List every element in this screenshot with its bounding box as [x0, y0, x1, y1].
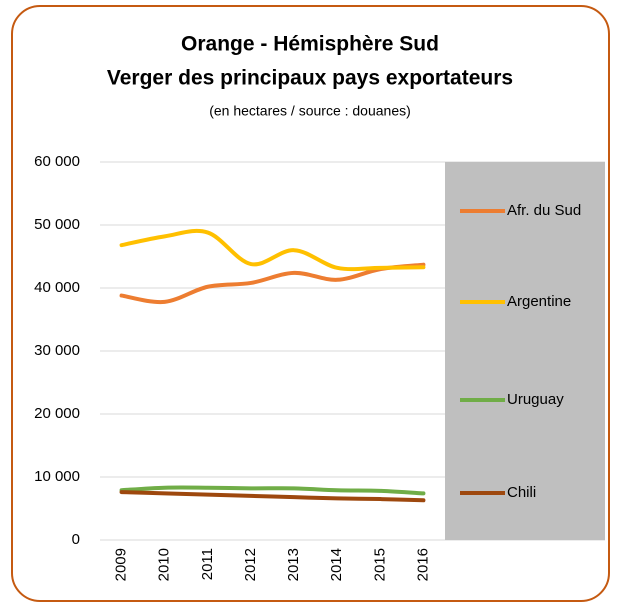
series-line — [119, 490, 426, 503]
x-tick-label: 2009 — [113, 548, 130, 581]
chart-subtitle: Verger des principaux pays exportateurs — [107, 67, 513, 90]
legend-label: Afr. du Sud — [507, 202, 581, 219]
legend-label: Argentine — [507, 293, 571, 310]
y-tick-label: 30 000 — [34, 342, 80, 359]
chart-note: (en hectares / source : douanes) — [209, 103, 411, 119]
x-tick-label: 2015 — [371, 548, 388, 581]
y-tick-label: 20 000 — [34, 405, 80, 422]
y-tick-label: 40 000 — [34, 279, 80, 296]
x-tick-label: 2014 — [328, 548, 345, 581]
y-tick-label: 50 000 — [34, 216, 80, 233]
legend-label: Chili — [507, 484, 536, 501]
x-tick-label: 2016 — [414, 548, 431, 581]
legend-label: Uruguay — [507, 391, 564, 408]
x-tick-label: 2012 — [242, 548, 259, 581]
x-tick-label: 2011 — [199, 548, 216, 580]
y-tick-label: 0 — [72, 531, 80, 548]
y-tick-label: 10 000 — [34, 468, 80, 485]
y-tick-label: 60 000 — [34, 153, 80, 170]
series-line — [119, 228, 426, 272]
series-line — [119, 485, 426, 496]
legend-background — [445, 162, 605, 540]
x-tick-label: 2013 — [285, 548, 302, 581]
chart-title: Orange - Hémisphère Sud — [181, 33, 439, 56]
x-tick-label: 2010 — [156, 548, 173, 581]
